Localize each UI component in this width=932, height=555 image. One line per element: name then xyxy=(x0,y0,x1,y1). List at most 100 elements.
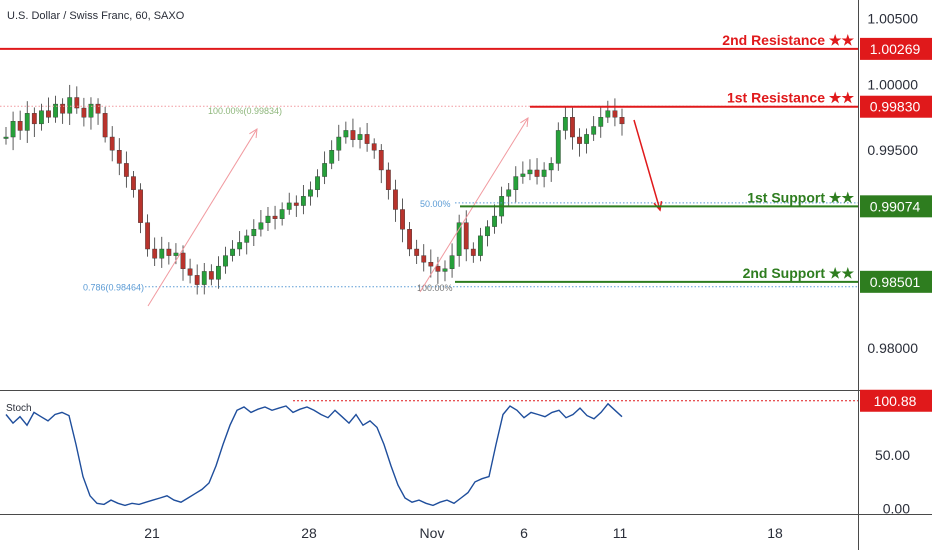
candle-body xyxy=(527,169,533,175)
stoch-tick-label: 50.00 xyxy=(875,447,910,463)
candle-body xyxy=(407,229,412,250)
fib-100-bottom-label: 100.00% xyxy=(417,283,453,293)
res1-price-text: 0.99830 xyxy=(870,99,921,115)
fib-50-label: 50.00% xyxy=(420,199,451,209)
candle-body xyxy=(506,189,512,197)
candle-body xyxy=(258,222,264,230)
sup2-price-text: 0.98501 xyxy=(870,274,921,290)
symbol-title: U.S. Dollar / Swiss Franc, 60, SAXO xyxy=(7,10,185,22)
projection-arrow-2-head xyxy=(520,117,529,128)
res2-price-badge xyxy=(860,37,932,60)
candle-body xyxy=(237,242,243,250)
candle-body xyxy=(492,215,497,227)
res1-label: 1st Resistance ★★ xyxy=(727,90,854,106)
stoch-value-text: 100.88 xyxy=(874,393,917,409)
candle-body xyxy=(562,117,568,131)
candle-body xyxy=(286,202,292,210)
candle-body xyxy=(520,173,526,177)
stoch-tick-label: 0.00 xyxy=(883,501,910,517)
candle-body xyxy=(31,113,37,125)
candle-body xyxy=(24,113,30,131)
candle-body xyxy=(3,136,9,139)
candle-body xyxy=(173,252,179,256)
candle-body xyxy=(343,130,349,138)
time-tick-label: 11 xyxy=(613,525,628,541)
stoch-line xyxy=(5,402,623,507)
stoch-label: Stoch xyxy=(6,403,32,414)
candle-body xyxy=(329,150,335,164)
sr-levels: 2nd Resistance ★★ 1.00269 1st Resistance ★… xyxy=(0,32,932,293)
candles xyxy=(3,84,625,295)
candle-body xyxy=(570,117,575,138)
candle-body xyxy=(449,255,455,269)
time-tick-label: 28 xyxy=(301,525,317,541)
time-tick-label: Nov xyxy=(420,525,445,541)
sup2-label: 2nd Support ★★ xyxy=(743,265,855,281)
sup1-label: 1st Support ★★ xyxy=(747,189,854,205)
sup1-price-badge xyxy=(860,195,932,218)
candle-body xyxy=(17,121,23,131)
fib-786-label: 0.786(0.98464) xyxy=(83,283,144,293)
time-tick-label: 18 xyxy=(767,525,783,541)
candle-body xyxy=(208,271,214,280)
candle-body xyxy=(308,189,313,197)
candle-body xyxy=(60,103,66,114)
candle-body xyxy=(216,265,221,280)
candle-body xyxy=(477,235,483,256)
candle-body xyxy=(378,150,384,171)
time-tick-label: 21 xyxy=(144,525,160,541)
projection-arrow-2-shaft xyxy=(419,117,529,293)
candle-body xyxy=(456,222,462,256)
candle-body xyxy=(577,136,582,144)
candle-body xyxy=(265,215,271,223)
candle-body xyxy=(584,134,589,144)
candle-body xyxy=(230,248,235,256)
candle-body xyxy=(187,268,193,276)
candle-body xyxy=(95,103,101,114)
candle-body xyxy=(428,261,434,267)
stoch-panel: 100.88 50.00 0.00 xyxy=(5,389,932,517)
candle-body xyxy=(116,150,122,164)
candle-body xyxy=(46,110,51,118)
candle-body xyxy=(39,110,44,125)
candle-body xyxy=(10,121,16,138)
candle-body xyxy=(393,189,398,210)
projection-arrow-2 xyxy=(419,117,529,293)
candle-body xyxy=(548,163,554,171)
candle-body xyxy=(81,107,87,118)
candle-body xyxy=(152,248,158,259)
candle-body xyxy=(591,126,597,135)
candle-body xyxy=(463,222,469,250)
target-arrow xyxy=(633,119,663,212)
candle-body xyxy=(385,169,391,190)
candle-body xyxy=(102,113,108,138)
candle-body xyxy=(350,130,356,140)
res2-price-text: 1.00269 xyxy=(870,41,921,57)
candle-body xyxy=(159,248,165,259)
candle-body xyxy=(74,97,80,109)
price-tick-label: 1.00000 xyxy=(867,76,918,92)
candle-body xyxy=(322,163,328,177)
candle-body xyxy=(109,136,115,151)
projection-arrow-1-head xyxy=(249,128,258,139)
candle-body xyxy=(619,117,625,125)
sup1-price-text: 0.99074 xyxy=(870,198,921,214)
candle-body xyxy=(421,255,427,263)
candle-body xyxy=(442,268,448,272)
candle-body xyxy=(470,248,476,256)
candle-body xyxy=(293,202,299,206)
candle-body xyxy=(513,176,519,190)
candle-body xyxy=(279,209,285,219)
candle-body xyxy=(605,110,611,118)
price-axis-ticks: 1.00500 1.00000 0.99500 0.98000 xyxy=(867,10,918,355)
price-tick-label: 0.99500 xyxy=(867,142,918,158)
candle-body xyxy=(612,110,618,118)
candle-body xyxy=(272,215,278,219)
candle-body xyxy=(555,130,561,164)
candle-body xyxy=(131,176,136,190)
candle-body xyxy=(223,255,228,267)
candle-body xyxy=(123,163,129,177)
candle-body xyxy=(244,235,250,243)
